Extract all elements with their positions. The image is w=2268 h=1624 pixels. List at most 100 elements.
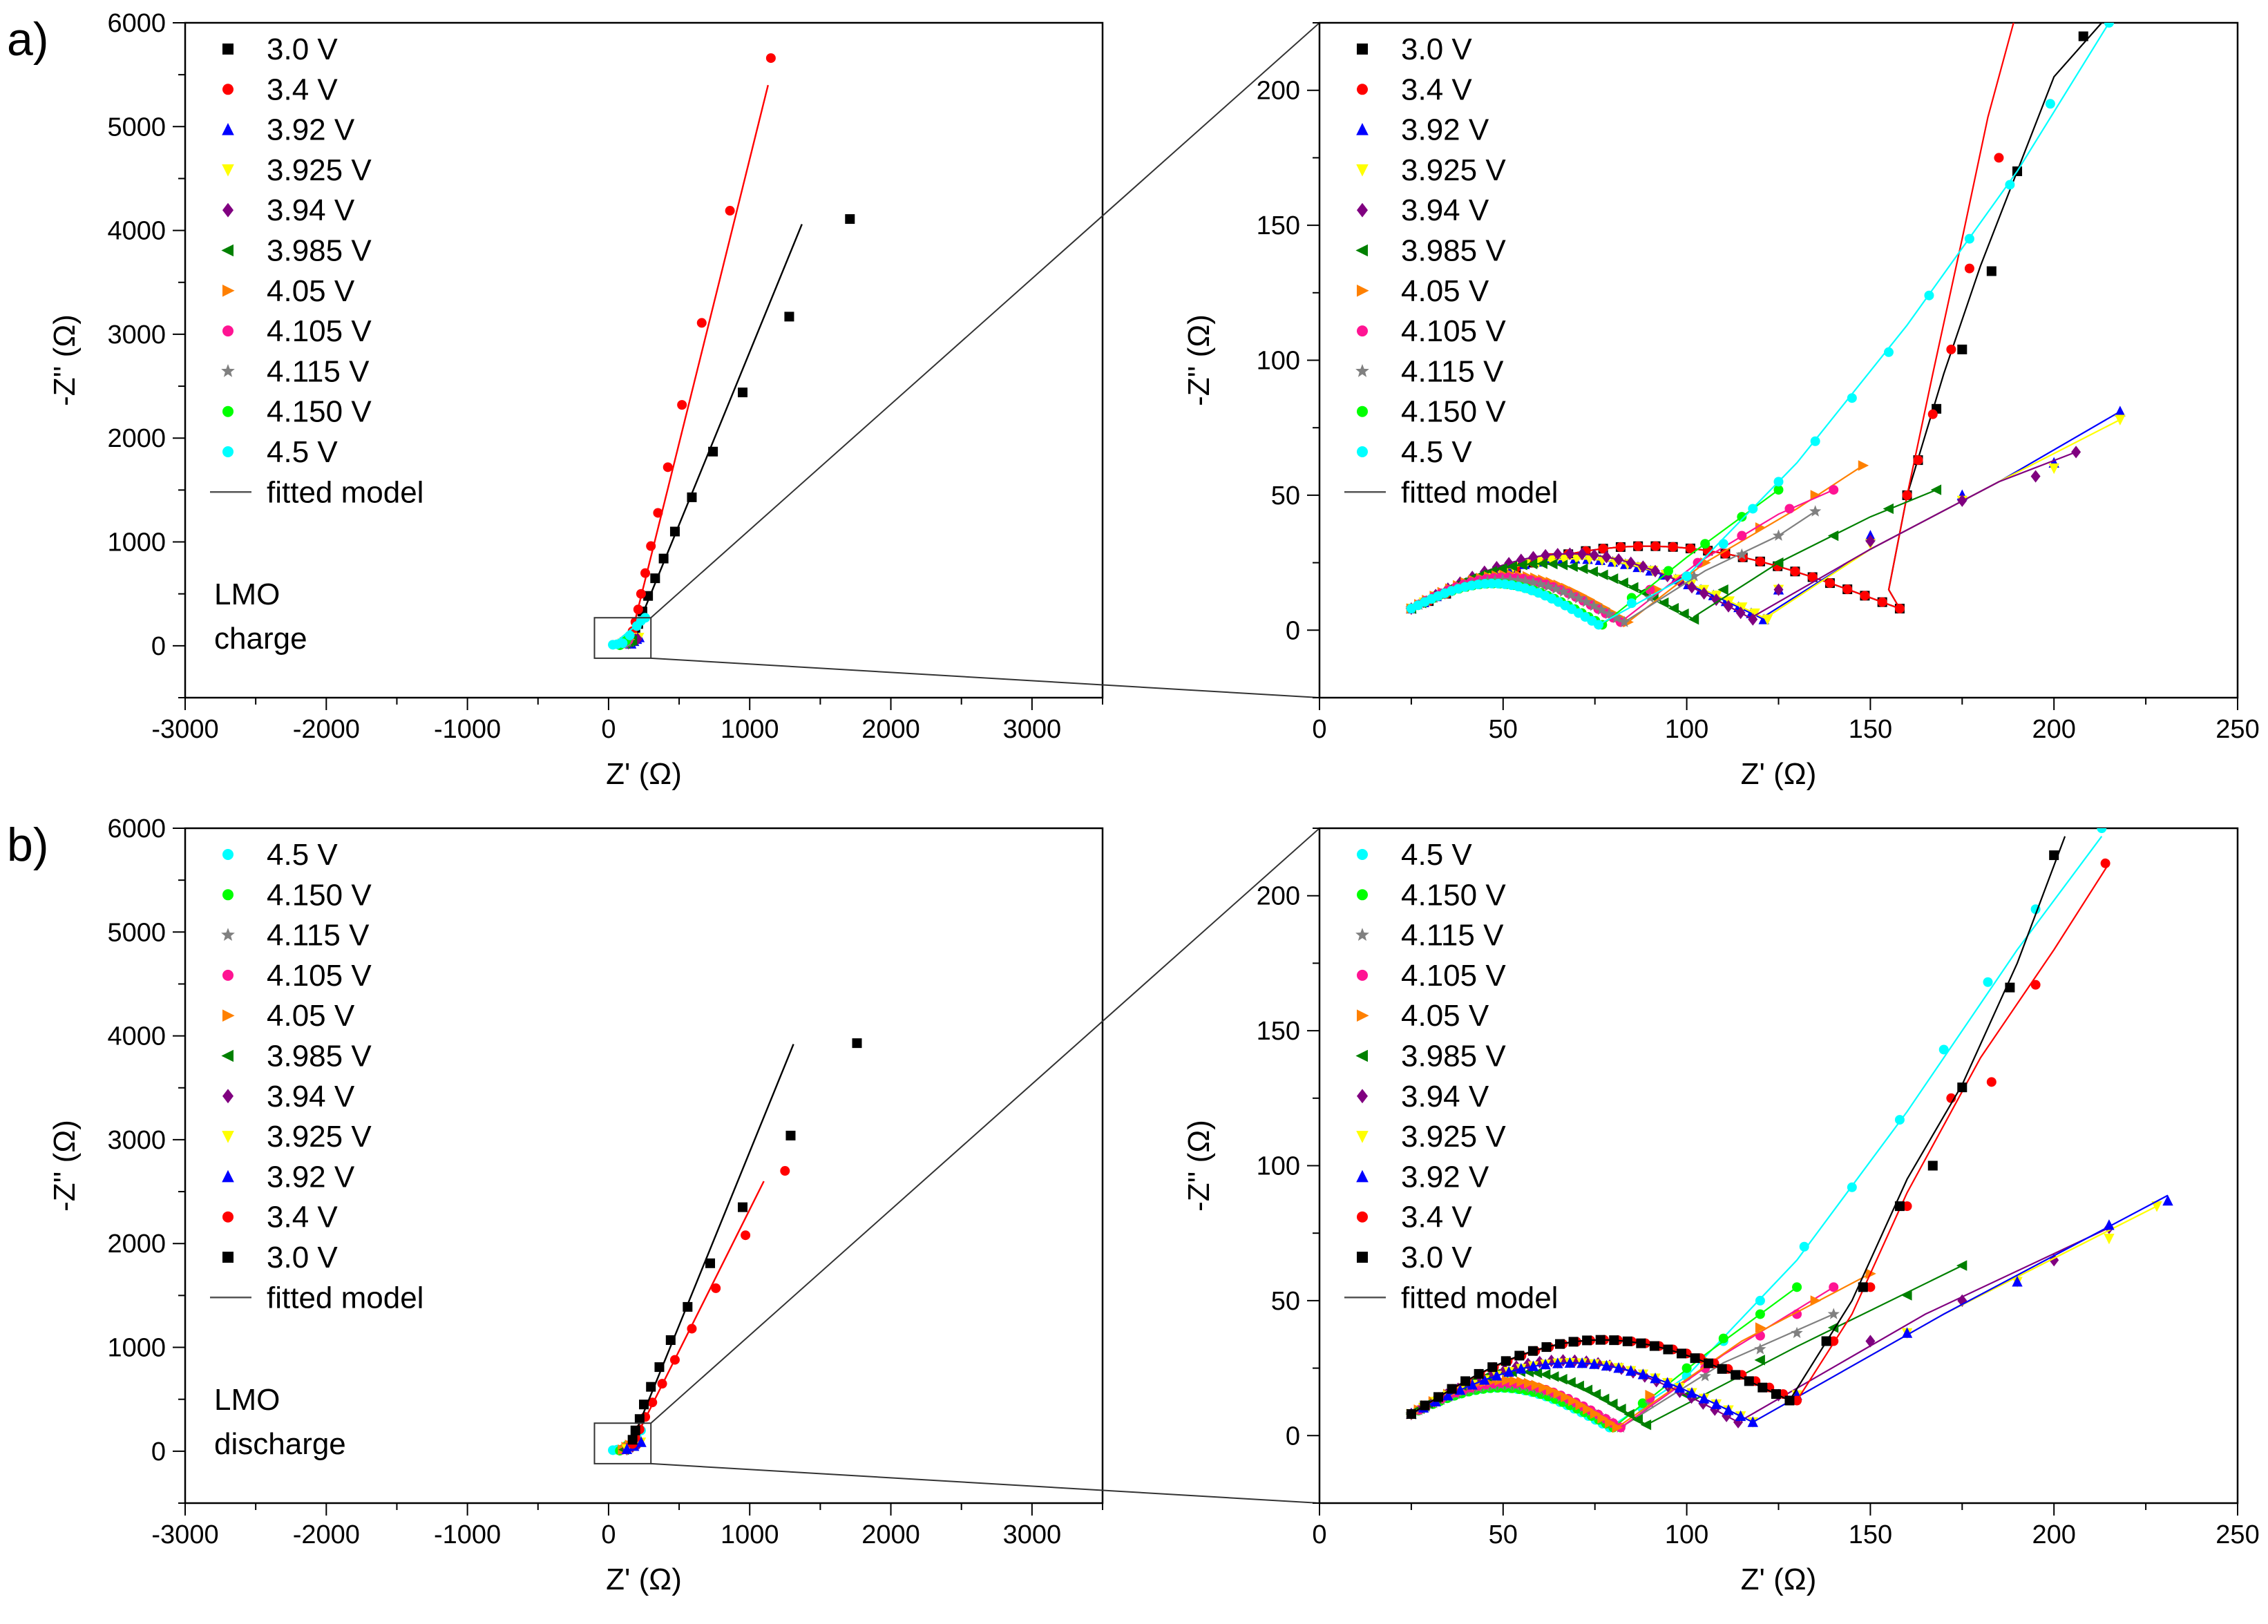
data-point	[1757, 1382, 1768, 1393]
data-point	[2151, 1201, 2162, 1212]
x-axis-label: Z' (Ω)	[1741, 1563, 1817, 1596]
series-3-4-V	[627, 1166, 790, 1449]
data-point	[1901, 1290, 1912, 1301]
data-point	[1491, 1370, 1503, 1381]
axes-a-full: -3000 -2000 -1000 0 1000 2000 3000 0 1000 2000 300…	[48, 9, 1104, 791]
data-point	[1567, 561, 1578, 572]
data-point	[1594, 620, 1604, 630]
data-point	[1614, 553, 1624, 566]
legend-marker	[1356, 123, 1369, 135]
series-3-0-V	[627, 214, 855, 644]
data-point	[1496, 573, 1509, 585]
legend-marker	[1356, 1131, 1369, 1143]
legend-item: 4.115 V	[221, 919, 370, 953]
legend-item: 4.05 V	[222, 274, 355, 308]
data-point	[1527, 576, 1539, 588]
data-point	[669, 526, 680, 537]
data-point	[1902, 490, 1912, 500]
data-point	[1565, 547, 1575, 560]
x-tick-label: 200	[2032, 1520, 2075, 1549]
data-point	[1685, 543, 1695, 553]
data-point	[1516, 553, 1526, 566]
legend-marker	[222, 164, 234, 177]
data-point	[1894, 1201, 1905, 1212]
data-point	[634, 1414, 645, 1424]
data-point	[1633, 541, 1643, 551]
data-point	[1717, 584, 1728, 595]
y-tick-label: 3000	[107, 321, 166, 350]
y-tick-label: 200	[1257, 882, 1300, 911]
legend-marker	[222, 1169, 234, 1183]
data-point	[1637, 1368, 1649, 1379]
data-point	[1496, 563, 1507, 574]
data-point	[621, 1443, 633, 1454]
data-point	[636, 589, 646, 599]
legend-label: 3.4 V	[1401, 73, 1472, 106]
data-point	[1589, 548, 1599, 562]
data-point	[1442, 1389, 1454, 1401]
data-point	[1711, 593, 1722, 606]
y-axis-label: -Z'' (Ω)	[48, 1120, 82, 1212]
legend-label: 4.5 V	[267, 435, 338, 469]
legend-marker	[1355, 928, 1369, 942]
legend-marker	[221, 928, 235, 942]
data-point	[1865, 1335, 1876, 1348]
legend-item: 4.05 V	[1357, 274, 1489, 308]
data-point	[1957, 1082, 1967, 1093]
data-point	[1576, 1357, 1588, 1368]
data-point	[1699, 1370, 1711, 1382]
data-point	[1527, 1360, 1539, 1371]
legend-item: 3.0 V	[1357, 32, 1472, 66]
data-point	[1748, 613, 1758, 626]
legend-marker	[1356, 1169, 1369, 1183]
fit-line	[631, 224, 803, 639]
data-point	[1531, 1367, 1543, 1379]
data-point	[1590, 1408, 1601, 1420]
data-point	[1536, 558, 1547, 569]
legend-item: 4.5 V	[222, 435, 338, 469]
data-point	[1677, 1348, 1687, 1359]
data-point	[1829, 1282, 1839, 1292]
x-tick-label: -3000	[151, 715, 218, 744]
zoom-connector-bottom	[651, 1462, 1320, 1504]
data-point	[1526, 558, 1538, 570]
data-point	[1534, 577, 1547, 590]
legend-marker	[1356, 164, 1369, 177]
legend-label: 4.150 V	[267, 878, 372, 912]
data-point	[1762, 614, 1773, 626]
data-point	[1524, 1377, 1535, 1389]
legend-item: 4.150 V	[1357, 395, 1506, 429]
legend-item: 3.92 V	[222, 1160, 355, 1194]
data-point	[1847, 1182, 1857, 1192]
data-point	[1618, 615, 1630, 627]
legend-marker	[1357, 889, 1368, 901]
legend-marker	[1357, 202, 1368, 218]
legend-marker	[1357, 849, 1368, 860]
data-point	[696, 318, 707, 328]
series-4-5-V	[1406, 23, 2114, 630]
data-point	[1597, 1413, 1608, 1424]
data-point	[625, 630, 635, 640]
legend-label: 3.92 V	[1401, 113, 1489, 147]
legend-marker	[1357, 1089, 1368, 1104]
legend-label: 3.94 V	[267, 1080, 355, 1114]
data-point	[1613, 1362, 1624, 1373]
data-point	[1657, 597, 1669, 609]
data-point	[1542, 580, 1554, 592]
data-point	[2048, 463, 2059, 475]
legend-label: 4.105 V	[267, 959, 372, 993]
legend-marker	[221, 244, 234, 257]
x-tick-label: 3000	[1003, 715, 1062, 744]
data-point	[1575, 1399, 1586, 1411]
data-point	[1698, 1393, 1710, 1404]
data-point	[1504, 557, 1514, 570]
data-point	[1607, 573, 1619, 584]
data-point	[1755, 1322, 1766, 1333]
data-point	[1577, 563, 1588, 575]
data-point	[2097, 828, 2107, 833]
data-point	[1773, 485, 1784, 495]
legend-marker	[1357, 1211, 1368, 1223]
data-point	[1582, 1335, 1592, 1346]
legend-item: 3.0 V	[222, 32, 338, 66]
data-point	[1771, 1389, 1781, 1399]
